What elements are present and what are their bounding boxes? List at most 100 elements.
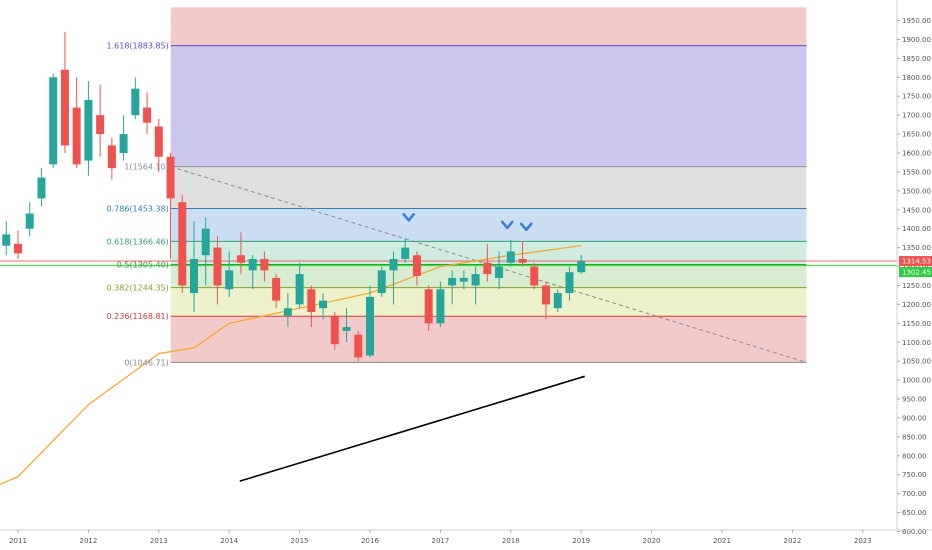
- price-tick-label: 1550.00: [902, 168, 931, 176]
- candle-body-4: [49, 77, 58, 165]
- candle-body-30: [354, 334, 363, 358]
- price-tick-label: 600.00: [902, 528, 927, 536]
- fib-level-label-1: 1(1564.10): [124, 163, 168, 172]
- price-tag-box: [899, 256, 932, 267]
- candle-body-47: [553, 293, 562, 309]
- candle-body-16: [190, 258, 198, 294]
- fib-level-label-0.5: 0.5(1305.40): [117, 261, 169, 270]
- time-tick-label: 2014: [220, 537, 238, 545]
- moving-average-line: [0, 245, 582, 486]
- price-tag-box: [899, 267, 932, 278]
- candle-body-44: [518, 258, 527, 263]
- fib-zone-7: [170, 316, 807, 363]
- chevron-markers: [402, 213, 533, 232]
- candle-body-13: [154, 126, 163, 157]
- time-tick-label: 2012: [79, 537, 97, 545]
- chevron-down-icon: [500, 220, 514, 230]
- candle-body-2: [25, 213, 34, 229]
- candle-body-33: [389, 258, 398, 271]
- time-axis[interactable]: 2011 2012 2013 2014 2015 2016 2017 2018 2019 2020…: [0, 529, 932, 545]
- price-tick-label: 800.00: [902, 452, 927, 460]
- candle-body-41: [483, 262, 492, 275]
- candle-body-10: [119, 134, 128, 153]
- candle-body-37: [436, 289, 445, 324]
- time-tick-label: 2018: [502, 537, 520, 545]
- candle-body-6: [72, 107, 81, 165]
- candlestick-series: [2, 31, 586, 362]
- black-trend-line[interactable]: [239, 375, 585, 482]
- price-tick-label: 1750.00: [902, 93, 931, 101]
- candle-body-0: [2, 234, 11, 246]
- candle-body-32: [377, 270, 386, 294]
- candle-body-19: [225, 270, 234, 290]
- fibonacci-zones: [170, 7, 807, 363]
- fib-level-label-0.382: 0.382(1244.35): [107, 284, 169, 293]
- candle-body-17: [201, 228, 210, 256]
- candle-body-23: [272, 277, 281, 301]
- moving-average-polyline: [0, 245, 582, 486]
- candle-body-28: [330, 315, 339, 345]
- chevron-down-icon: [519, 222, 533, 232]
- price-tick-label: 1450.00: [902, 206, 931, 214]
- fib-zone-1: [170, 45, 807, 167]
- fibonacci-labels: 1.618(1883.85) 1(1564.10) 0.786(1453.38) 0.…: [107, 42, 169, 368]
- price-tick-label: 1850.00: [902, 55, 931, 63]
- candle-body-11: [131, 88, 140, 116]
- price-tick-label: 1100.00: [902, 339, 931, 347]
- black-trendline-segment[interactable]: [239, 375, 585, 482]
- candle-body-1: [14, 243, 22, 254]
- price-tick-label: 1500.00: [902, 187, 931, 195]
- time-tick-label: 2016: [361, 537, 379, 545]
- candle-body-18: [213, 247, 222, 286]
- fib-zone-0: [170, 7, 807, 46]
- candle-body-35: [412, 255, 421, 277]
- price-tick-label: 1300.00: [902, 263, 931, 271]
- price-tick-label: 1400.00: [902, 225, 931, 233]
- candle-body-46: [542, 285, 550, 305]
- fib-zone-4: [170, 241, 807, 265]
- time-tick-label: 2020: [643, 537, 661, 545]
- fib-level-label-0.786: 0.786(1453.38): [107, 204, 169, 213]
- fib-zone-2: [170, 166, 807, 209]
- price-tag-1: 1302.45: [899, 267, 932, 278]
- candle-body-43: [506, 251, 515, 263]
- candle-body-5: [60, 69, 69, 146]
- chevron-down-icon: [402, 213, 416, 222]
- time-tick-label: 2011: [9, 537, 27, 545]
- candle-body-45: [530, 266, 539, 286]
- price-tag-0: 1314.53: [899, 256, 932, 267]
- price-tick-label: 700.00: [902, 490, 927, 498]
- price-axis[interactable]: 600.00 650.00 700.00 750.00 800.00 850.00 900.…: [896, 0, 931, 536]
- price-tick-label: 950.00: [902, 396, 927, 404]
- candle-body-27: [319, 300, 328, 309]
- fib-zone-5: [170, 264, 807, 288]
- fib-zone-3: [170, 208, 807, 242]
- candle-body-40: [471, 274, 480, 286]
- candle-body-29: [342, 327, 351, 331]
- price-tick-label: 750.00: [902, 471, 927, 479]
- candle-body-42: [495, 266, 504, 278]
- candle-body-39: [459, 277, 468, 282]
- time-tick-label: 2013: [150, 537, 168, 545]
- price-tick-label: 1900.00: [902, 36, 931, 44]
- price-tag-label: 1302.45: [902, 269, 931, 277]
- candle-body-36: [424, 289, 433, 324]
- candle-body-25: [295, 274, 304, 305]
- price-tick-label: 1050.00: [902, 358, 931, 366]
- candle-body-20: [236, 255, 245, 263]
- fib-zone-6: [170, 287, 807, 317]
- time-tick-label: 2017: [431, 537, 449, 545]
- candle-body-8: [96, 115, 105, 135]
- candle-body-15: [178, 202, 187, 286]
- price-tick-label: 1600.00: [902, 150, 931, 158]
- price-tick-label: 1350.00: [902, 244, 931, 252]
- fib-level-label-0.236: 0.236(1168.81): [107, 312, 169, 321]
- price-tick-label: 1700.00: [902, 112, 931, 120]
- price-tag-label: 1314.53: [902, 258, 931, 266]
- price-tick-label: 1200.00: [902, 301, 931, 309]
- time-tick-label: 2015: [291, 537, 309, 545]
- price-tick-label: 1000.00: [902, 377, 931, 385]
- time-tick-label: 2019: [572, 537, 590, 545]
